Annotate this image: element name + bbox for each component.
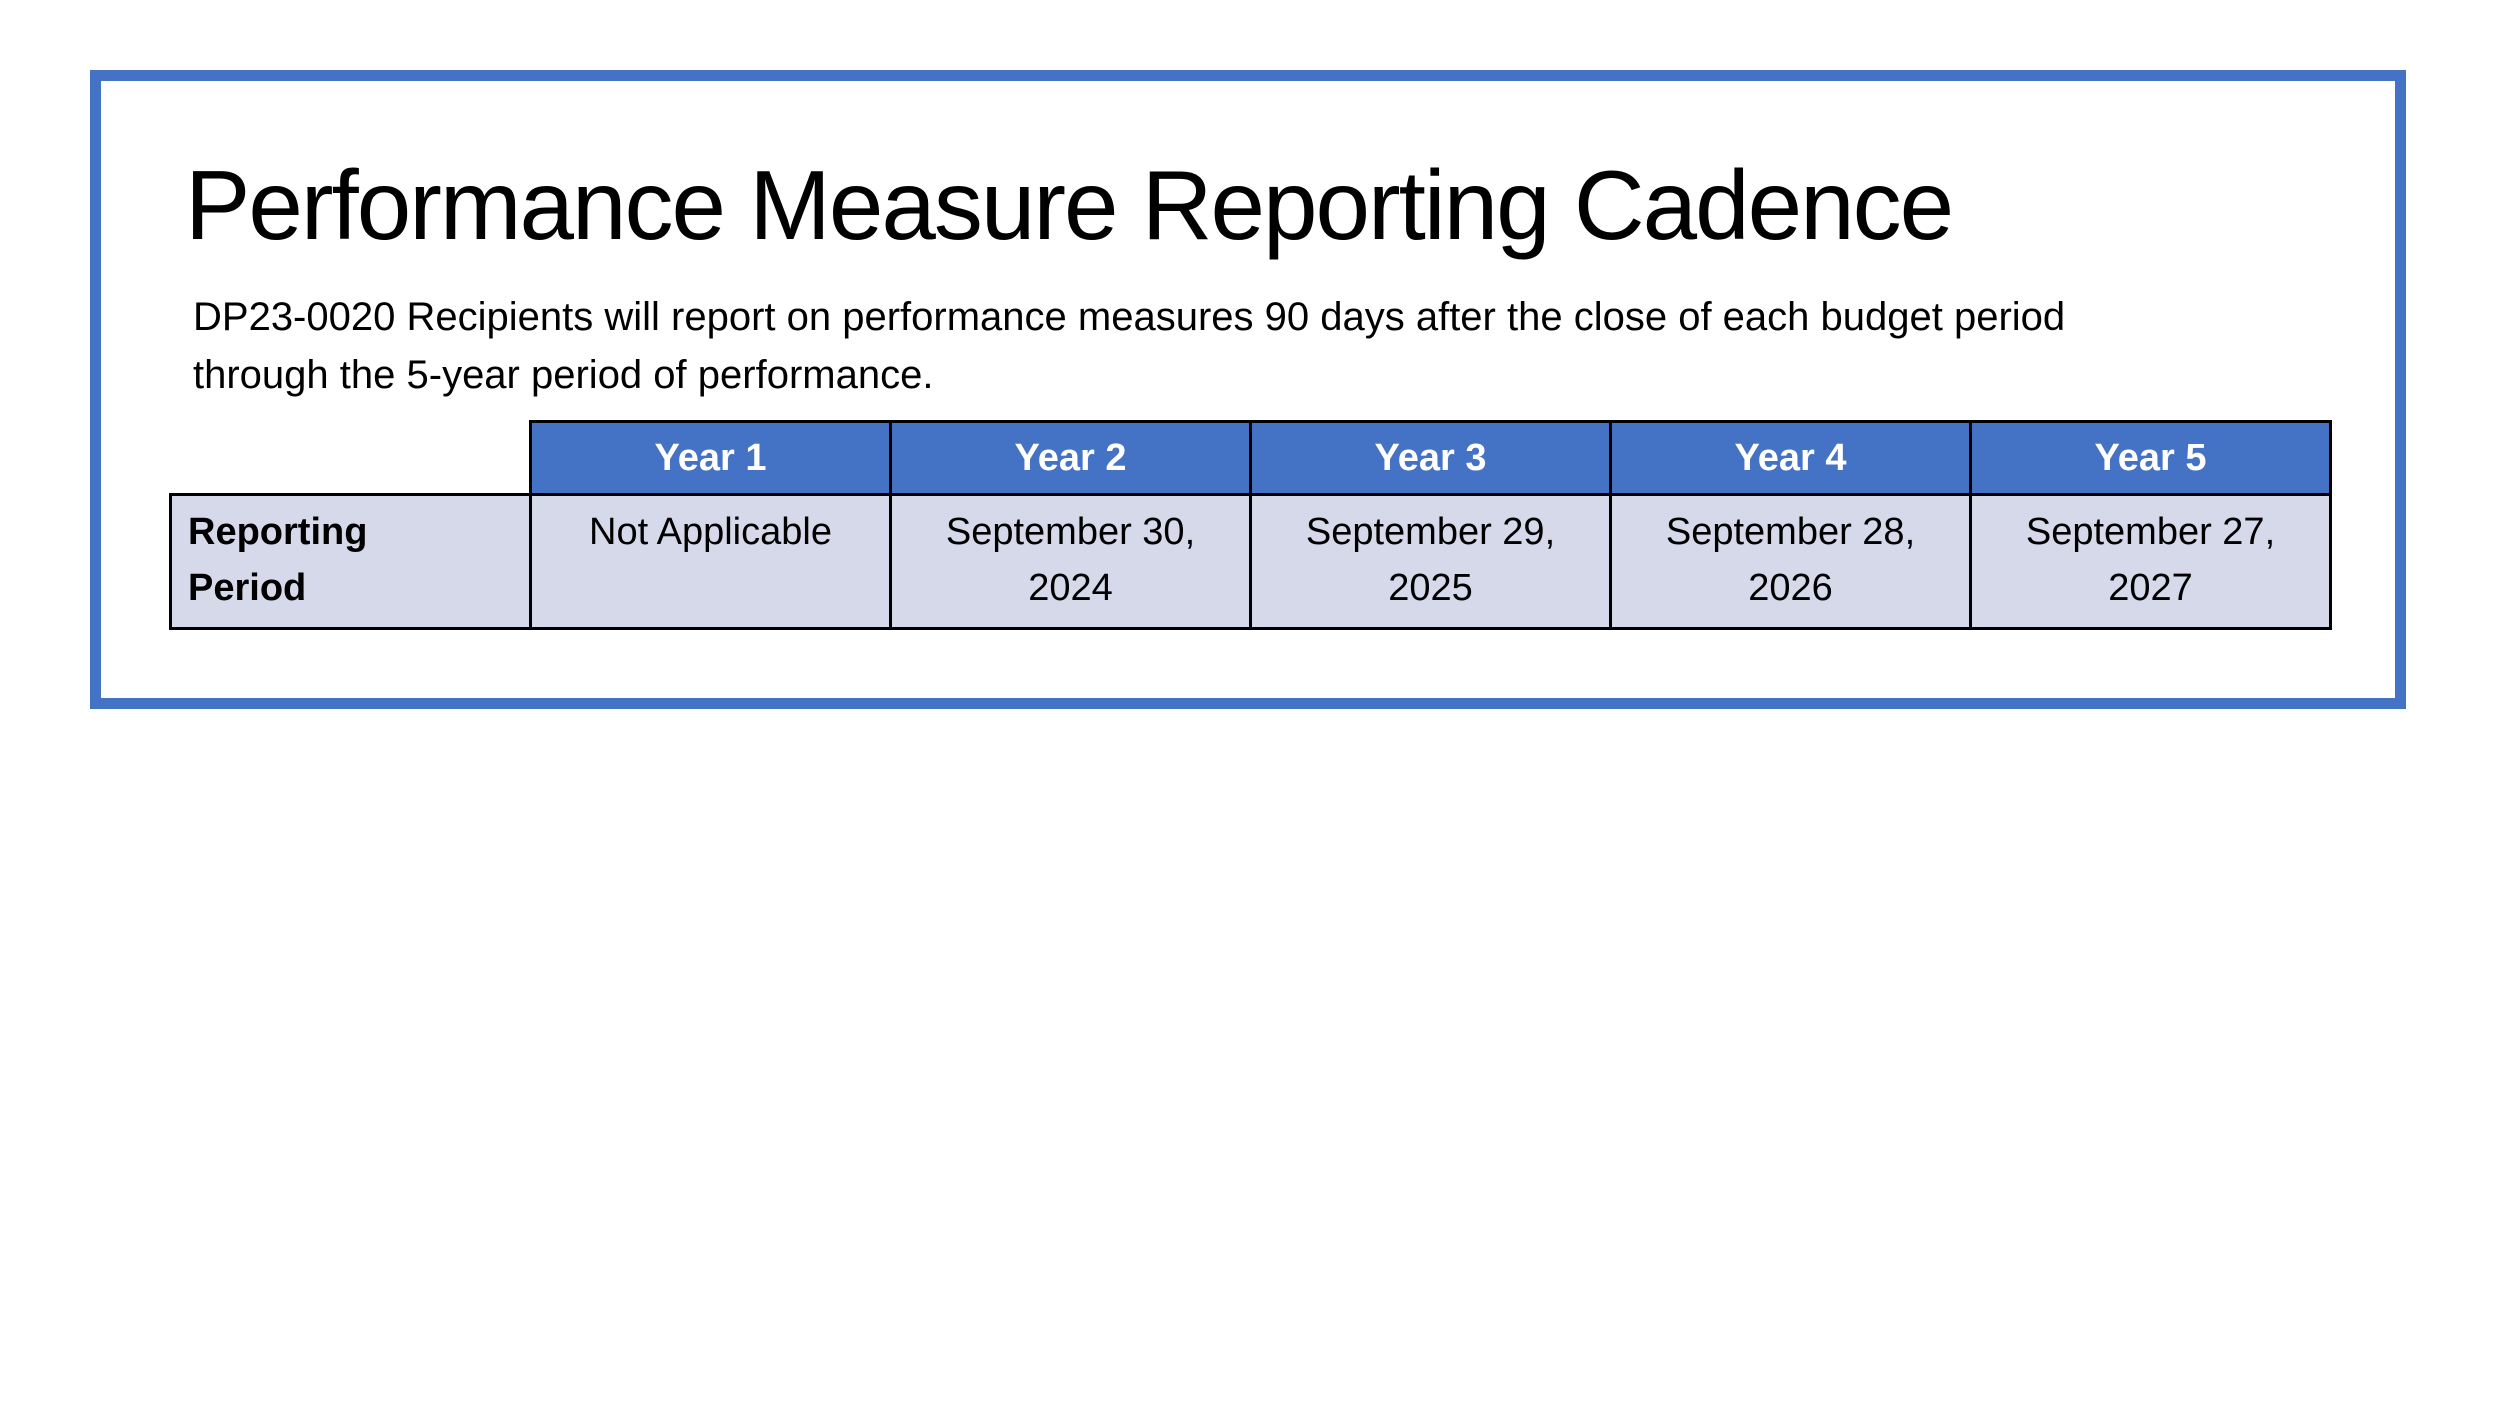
cell-year-1-line-1: Not Applicable — [589, 511, 832, 553]
cell-year-4-line-1: September 28, — [1665, 511, 1916, 553]
table-header-year-1: Year 1 — [529, 420, 892, 496]
slide-title: Performance Measure Reporting Cadence — [185, 150, 1954, 260]
table-row-reporting-period: Reporting Period Not Applicable Septembe… — [169, 493, 2332, 630]
cell-year-5-line-1: September 27, — [2025, 511, 2276, 553]
table-cell-year-1: Not Applicable — [529, 493, 892, 630]
table-header-year-3: Year 3 — [1249, 420, 1612, 496]
table-cell-year-5: September 27, 2027 — [1969, 493, 2332, 630]
table-cell-year-4: September 28, 2026 — [1609, 493, 1972, 630]
row-label-line-2: Period — [188, 567, 307, 609]
table-header-row: Year 1 Year 2 Year 3 Year 4 Year 5 — [171, 420, 2332, 496]
reporting-cadence-table: Year 1 Year 2 Year 3 Year 4 Year 5 Repor… — [169, 420, 2332, 630]
cell-year-5-line-2: 2027 — [2108, 567, 2193, 609]
table-header-year-4: Year 4 — [1609, 420, 1972, 496]
description-line-1: DP23-0020 Recipients will report on perf… — [193, 295, 2066, 339]
table-header-year-2: Year 2 — [889, 420, 1252, 496]
cell-year-2-line-1: September 30, — [945, 511, 1196, 553]
description-line-2: through the 5-year period of performance… — [193, 353, 934, 397]
row-label-line-1: Reporting — [188, 511, 368, 553]
row-label-reporting-period: Reporting Period — [169, 493, 532, 630]
table-cell-year-3: September 29, 2025 — [1249, 493, 1612, 630]
cell-year-2-line-2: 2024 — [1028, 567, 1113, 609]
slide-description: DP23-0020 Recipients will report on perf… — [193, 288, 2313, 404]
cell-year-3-line-1: September 29, — [1305, 511, 1556, 553]
table-cell-year-2: September 30, 2024 — [889, 493, 1252, 630]
table-corner-cell — [171, 422, 531, 495]
table-header-year-5: Year 5 — [1969, 420, 2332, 496]
cell-year-3-line-2: 2025 — [1388, 567, 1473, 609]
cell-year-4-line-2: 2026 — [1748, 567, 1833, 609]
